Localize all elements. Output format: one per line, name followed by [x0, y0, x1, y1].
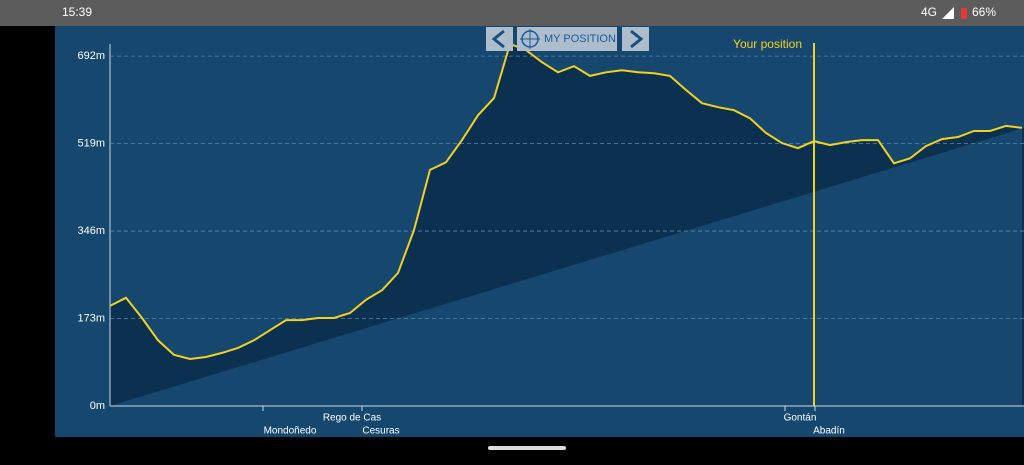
y-tick-label: 346m — [77, 225, 105, 237]
place-label: Cesuras — [362, 426, 399, 437]
elevation-fill — [110, 44, 1024, 406]
y-tick-label: 173m — [77, 312, 105, 324]
next-button[interactable] — [622, 27, 649, 51]
place-label: Mondoñedo — [264, 426, 317, 437]
status-time: 15:39 — [62, 5, 92, 19]
position-label: Your position — [733, 37, 802, 51]
y-tick-label: 519m — [77, 138, 105, 150]
y-tick-label: 692m — [77, 50, 105, 62]
battery-icon — [961, 8, 967, 19]
prev-arrow — [491, 29, 505, 49]
prev-button[interactable] — [486, 27, 513, 51]
signal-icon — [942, 7, 954, 19]
crosshair-lines — [520, 29, 540, 49]
y-tick-label: 0m — [90, 400, 105, 412]
plot — [109, 42, 1024, 406]
place-label: Gontán — [784, 413, 817, 424]
status-bar — [0, 0, 1024, 26]
elevation-line — [109, 42, 1023, 361]
next-arrow — [630, 29, 644, 49]
status-network: 4G — [921, 5, 937, 19]
home-pill[interactable] — [488, 446, 566, 450]
status-battery: 66% — [972, 5, 996, 19]
my-position-label[interactable]: MY POSITION — [544, 33, 616, 45]
place-label: Abadín — [813, 426, 845, 437]
place-label: Rego de Cas — [323, 413, 381, 424]
